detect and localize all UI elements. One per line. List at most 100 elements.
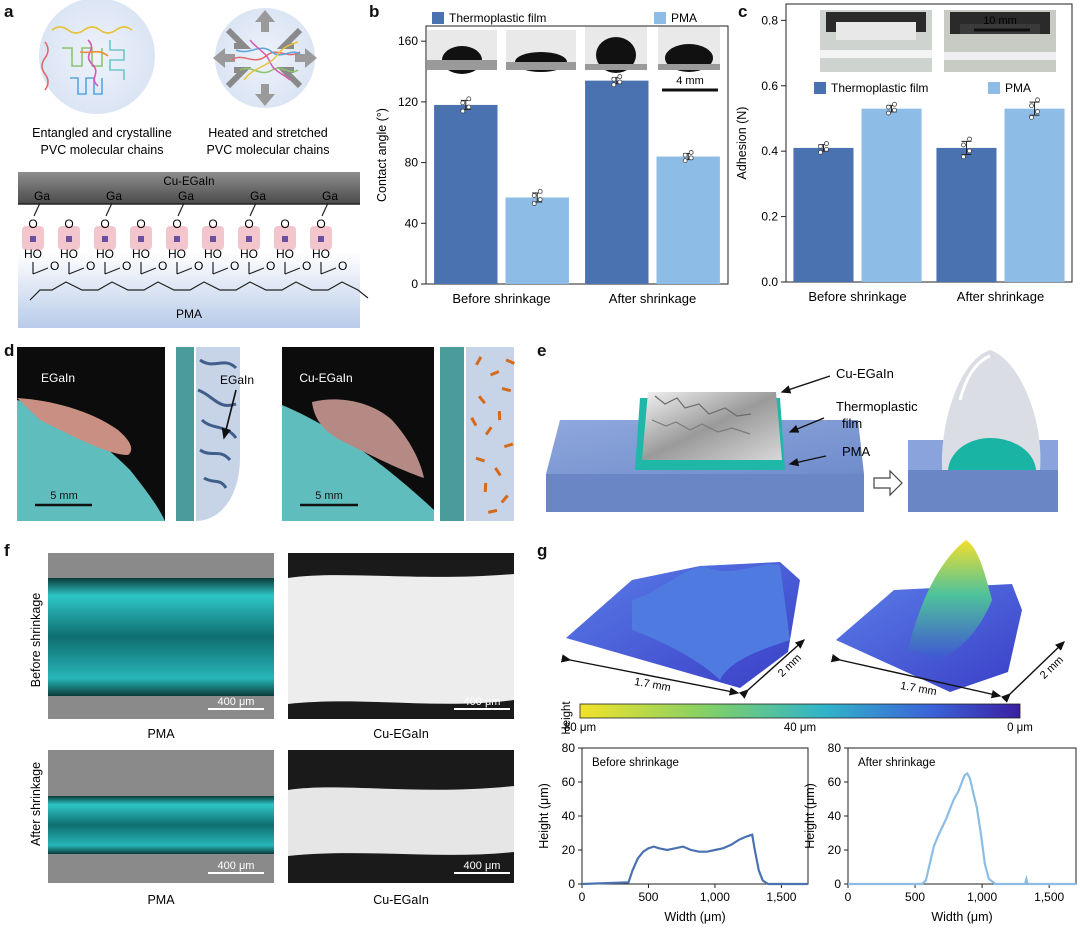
y-tick-label: 80	[828, 741, 842, 755]
h-bond-marker	[282, 236, 288, 242]
panel-c-scalebar-label: 10 mm	[983, 15, 1017, 27]
caption-entangled-line1: Entangled and crystalline	[32, 126, 172, 140]
egain-droplet-photo	[17, 347, 165, 521]
egain-schematic	[176, 347, 240, 521]
y-tick-label: 80	[562, 741, 576, 755]
chart-height-profile-before: 0 20 40 60 80 0 500 1,000 1,500 Width (μm) Height …	[537, 741, 809, 924]
x-tick-label: 500	[638, 890, 658, 904]
chart-title: Before shrinkage	[592, 757, 679, 769]
f-caption-cu-2: Cu-EGaIn	[373, 893, 429, 907]
bar	[585, 80, 649, 285]
oxygen-label: O	[100, 217, 109, 231]
bond	[321, 202, 329, 217]
h-bond-marker	[66, 236, 72, 242]
f-scale-label-1: 400 μm	[218, 696, 255, 708]
bond	[68, 267, 85, 275]
pma-callout: PMA	[842, 444, 871, 459]
y-tick-label: 20	[828, 843, 842, 857]
data-point	[886, 110, 891, 116]
oxygen-label: O	[208, 217, 217, 231]
cu-egain-layer-label: Cu-EGaIn	[163, 176, 214, 188]
data-point	[617, 79, 623, 85]
data-point	[892, 107, 897, 113]
data-point	[1035, 97, 1040, 103]
y-tick-label: 0	[411, 277, 418, 291]
hydroxyl-label: HO	[60, 247, 78, 261]
egain-photo-label: EGaIn	[41, 371, 75, 385]
panel-a-label: a	[4, 2, 14, 21]
sem-pma-after	[48, 750, 274, 883]
data-point	[961, 154, 966, 160]
bond	[104, 267, 121, 275]
y-tick-label: 80	[405, 156, 419, 170]
oxygen-label: O	[28, 217, 37, 231]
g-dim-depth-2: 2 mm	[1038, 654, 1066, 682]
h-bond-marker	[174, 236, 180, 242]
hydroxyl-label: HO	[168, 247, 186, 261]
h-bond-marker	[102, 236, 108, 242]
panel-e-label: e	[537, 341, 546, 360]
data-point	[886, 104, 891, 110]
bond	[33, 202, 41, 217]
entangled-chains-illustration	[39, 0, 155, 114]
y-tick-label: 40	[405, 216, 419, 230]
legend-label: PMA	[1005, 81, 1031, 95]
f-scale-label-2: 400 μm	[464, 696, 501, 708]
bar	[505, 197, 569, 284]
sem-cu-egain-before	[288, 553, 514, 719]
data-point	[824, 141, 829, 146]
sem-pma-before	[48, 553, 274, 719]
height-colorbar	[579, 703, 1021, 719]
copper-flake	[477, 395, 486, 405]
surface-profile-after	[830, 540, 1066, 703]
copper-flake	[501, 387, 512, 393]
gallium-label: Ga	[106, 189, 122, 203]
bar	[656, 156, 720, 284]
data-point	[611, 76, 617, 82]
film-callout-line1: Thermoplastic	[836, 399, 918, 414]
colorbar-tick-80: 80 μm	[564, 722, 596, 734]
gallium-label: Ga	[322, 189, 338, 203]
data-point	[531, 201, 537, 207]
f-row-label-after: After shrinkage	[29, 762, 43, 846]
y-tick-label: 160	[398, 34, 418, 48]
data-point	[537, 188, 543, 194]
data-point	[967, 136, 972, 142]
data-point	[466, 104, 472, 110]
height-profile-line	[581, 833, 808, 886]
surface-profile-before	[560, 562, 806, 699]
carbonyl-oxygen-label: O	[266, 259, 275, 273]
carbonyl-oxygen-label: O	[122, 259, 131, 273]
contact-angle-droplet-photos	[427, 26, 720, 92]
gallium-label: Ga	[250, 189, 266, 203]
data-point	[688, 150, 694, 155]
carbonyl-oxygen-label: O	[158, 259, 167, 273]
data-point	[818, 149, 823, 155]
stretched-chains-illustration	[213, 8, 317, 108]
caption-stretched-line2: PVC molecular chains	[207, 143, 330, 157]
legend-swatch	[988, 82, 1000, 94]
x-tick-label: 0	[579, 890, 586, 904]
data-point	[961, 142, 966, 148]
bond	[320, 267, 337, 275]
y-tick-label: 120	[398, 95, 418, 109]
copper-flake	[503, 442, 514, 449]
cu-egain-scalebar-label: 5 mm	[315, 490, 343, 502]
y-axis-title: Contact angle (°)	[375, 108, 389, 202]
f-caption-pma-2: PMA	[147, 893, 175, 907]
x-tick-label: 1,000	[700, 890, 730, 904]
x-axis-title: Width (μm)	[664, 910, 725, 924]
caption-stretched-line1: Heated and stretched	[208, 126, 328, 140]
f-caption-cu-1: Cu-EGaIn	[373, 727, 429, 741]
hydroxyl-label: HO	[240, 247, 258, 261]
panel-d-label: d	[4, 341, 14, 360]
bond	[284, 267, 301, 275]
copper-flake	[487, 508, 498, 514]
carbonyl-oxygen-label: O	[50, 259, 59, 273]
panel-f-label: f	[4, 541, 10, 560]
oxygen-label: O	[280, 217, 289, 231]
layered-stack-illustration	[546, 350, 1058, 512]
legend-swatch	[432, 12, 444, 24]
bond	[32, 267, 49, 275]
data-point	[460, 108, 466, 114]
